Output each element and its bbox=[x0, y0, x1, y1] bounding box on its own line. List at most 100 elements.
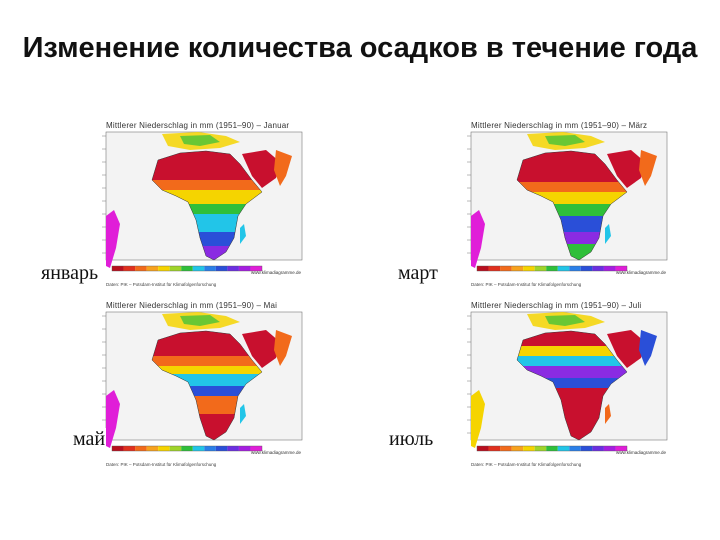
europe-wet-zone bbox=[180, 315, 220, 326]
madagascar-shape bbox=[240, 404, 246, 424]
legend-swatch bbox=[500, 266, 512, 271]
legend-swatch bbox=[511, 446, 524, 451]
map-credit: www.klimadiagramme.de bbox=[615, 270, 666, 275]
legend-swatch bbox=[615, 266, 627, 271]
legend-swatch bbox=[534, 446, 547, 451]
map-header: Mittlerer Niederschlag in mm (1951–90) –… bbox=[106, 301, 278, 310]
india-shape bbox=[639, 330, 657, 366]
south-america-shape bbox=[471, 390, 485, 448]
precip-band bbox=[517, 182, 627, 192]
south-america-shape bbox=[471, 210, 485, 268]
precipitation-map bbox=[102, 131, 303, 272]
legend-swatch bbox=[615, 446, 627, 451]
legend-border bbox=[476, 265, 628, 272]
precip-band bbox=[517, 356, 627, 366]
europe-wet-zone bbox=[180, 135, 220, 146]
month-label-may: май bbox=[72, 428, 107, 450]
europe-wet-zone bbox=[545, 315, 585, 326]
africa-outline bbox=[151, 150, 263, 261]
legend-swatch bbox=[488, 266, 501, 271]
legend-scale bbox=[476, 445, 628, 452]
precip-band bbox=[517, 346, 627, 356]
africa-outline bbox=[516, 150, 628, 261]
legend-swatch bbox=[580, 446, 593, 451]
africa-outline bbox=[516, 330, 628, 441]
arabia-shape bbox=[242, 330, 280, 368]
legend-swatch bbox=[250, 446, 262, 451]
india-shape bbox=[639, 150, 657, 186]
legend-swatch bbox=[580, 266, 593, 271]
map-header: Mittlerer Niederschlag in mm (1951–90) –… bbox=[471, 301, 642, 310]
legend-swatch bbox=[523, 446, 535, 451]
precip-band bbox=[152, 366, 262, 374]
legend-swatch bbox=[123, 446, 136, 451]
latitude-axis bbox=[102, 135, 106, 254]
legend-swatch bbox=[123, 266, 136, 271]
map-source: Daten: PIK – Potsdam-Institut für Klimaf… bbox=[471, 282, 582, 287]
map-source: Daten: PIK – Potsdam-Institut für Klimaf… bbox=[106, 462, 217, 467]
legend-swatch bbox=[204, 446, 216, 451]
madagascar-shape bbox=[605, 224, 611, 244]
legend-swatch bbox=[146, 446, 159, 451]
legend-swatch bbox=[158, 446, 170, 451]
precipitation-map bbox=[467, 311, 668, 452]
map-source: Daten: PIK – Potsdam-Institut für Klimaf… bbox=[106, 282, 217, 287]
legend-swatch bbox=[192, 266, 205, 271]
legend-swatch bbox=[112, 266, 124, 271]
legend-swatch bbox=[569, 266, 581, 271]
map-source: Daten: PIK – Potsdam-Institut für Klimaf… bbox=[471, 462, 582, 467]
legend-border bbox=[476, 445, 628, 452]
legend-swatch bbox=[557, 266, 570, 271]
legend-scale bbox=[476, 265, 628, 272]
precip-band bbox=[152, 356, 262, 366]
legend-scale bbox=[111, 445, 263, 452]
legend-swatch bbox=[146, 266, 159, 271]
legend-swatch bbox=[215, 446, 228, 451]
legend-swatch bbox=[192, 446, 205, 451]
arabia-shape bbox=[607, 330, 645, 368]
arabia-shape bbox=[242, 150, 280, 188]
legend-swatch bbox=[534, 266, 547, 271]
madagascar-shape bbox=[240, 224, 246, 244]
map-panel-january: Mittlerer Niederschlag in mm (1951–90) –… bbox=[80, 120, 305, 292]
legend-border bbox=[111, 265, 263, 272]
legend-swatch bbox=[488, 446, 501, 451]
south-america-shape bbox=[106, 210, 120, 268]
map-credit: www.klimadiagramme.de bbox=[250, 270, 301, 275]
map-header: Mittlerer Niederschlag in mm (1951–90) –… bbox=[106, 121, 290, 130]
legend-swatch bbox=[603, 446, 616, 451]
legend-swatch bbox=[511, 266, 524, 271]
africa-outline bbox=[151, 330, 263, 441]
legend-swatch bbox=[546, 446, 558, 451]
map-panel-may: Mittlerer Niederschlag in mm (1951–90) –… bbox=[80, 300, 305, 472]
south-america-shape bbox=[106, 390, 120, 448]
month-label-january: январь bbox=[40, 262, 100, 284]
latitude-axis bbox=[102, 315, 106, 434]
legend-swatch bbox=[569, 446, 581, 451]
precipitation-map bbox=[102, 311, 303, 452]
legend-swatch bbox=[592, 266, 604, 271]
legend-swatch bbox=[169, 446, 182, 451]
legend-swatch bbox=[135, 446, 147, 451]
europe-wet-zone bbox=[545, 135, 585, 146]
month-label-march: март bbox=[397, 262, 439, 284]
latitude-axis bbox=[467, 135, 471, 254]
legend-scale bbox=[111, 265, 263, 272]
precip-band bbox=[152, 204, 262, 214]
precip-band bbox=[152, 386, 262, 396]
legend-swatch bbox=[557, 446, 570, 451]
legend-swatch bbox=[250, 266, 262, 271]
month-label-july: июль bbox=[388, 428, 435, 450]
precip-band bbox=[517, 378, 627, 388]
legend-swatch bbox=[227, 266, 239, 271]
legend-swatch bbox=[181, 266, 193, 271]
precip-band bbox=[517, 366, 627, 378]
legend-border bbox=[111, 445, 263, 452]
legend-swatch bbox=[546, 266, 558, 271]
legend-swatch bbox=[238, 266, 251, 271]
legend-swatch bbox=[215, 266, 228, 271]
india-shape bbox=[274, 330, 292, 366]
map-panel-july: Mittlerer Niederschlag in mm (1951–90) –… bbox=[445, 300, 670, 472]
map-credit: www.klimadiagramme.de bbox=[250, 450, 301, 455]
legend-swatch bbox=[477, 266, 489, 271]
